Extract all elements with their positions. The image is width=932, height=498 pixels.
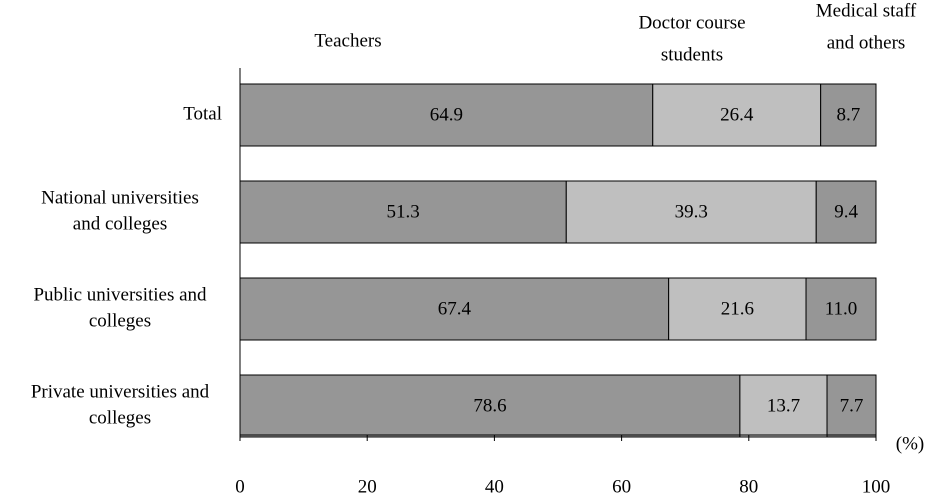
bar-segment (815, 180, 877, 244)
legend-entry: Doctor course (638, 12, 745, 33)
bar-segment (805, 277, 877, 341)
category-label: colleges (89, 407, 151, 428)
data-label: 67.4 (438, 298, 472, 319)
legend-entry: Medical staff (816, 0, 917, 21)
data-label: 64.9 (430, 104, 463, 125)
legend-entry: Teachers (314, 30, 381, 51)
bar-row: 64.9 26.4 8.7 (239, 83, 877, 147)
category-label: National universities (41, 187, 199, 208)
data-label: 8.7 (836, 104, 860, 125)
category-label: Public universities and (33, 284, 207, 305)
category-label: Total (183, 103, 222, 124)
data-label: 7.7 (840, 395, 864, 416)
legend-entry: students (661, 44, 723, 65)
legend-entry: and others (827, 32, 906, 53)
data-label: 13.7 (767, 395, 800, 416)
bar-segment (239, 83, 654, 147)
data-label: 11.0 (825, 298, 858, 319)
category-labels: Total National universities and colleges Pu… (31, 103, 222, 428)
x-unit-label: (%) (896, 433, 924, 454)
data-label: 21.6 (721, 298, 754, 319)
category-label: and colleges (73, 213, 167, 234)
x-axis: 0 20 40 60 80 100 (%) (235, 68, 924, 497)
category-label: Private universities and (31, 381, 210, 402)
data-label: 51.3 (387, 201, 420, 222)
x-tick-label: 100 (862, 476, 891, 497)
legend: Teachers Doctor course students Medical sta… (314, 0, 916, 65)
bar-segment (565, 180, 817, 244)
bar-row: 51.3 39.3 9.4 (239, 180, 877, 244)
category-label: colleges (89, 310, 151, 331)
bars: 64.9 26.4 8.7 51.3 39.3 9.4 67.4 21.6 11.0 78.6 13… (239, 83, 877, 438)
bar-segment (239, 180, 567, 244)
x-tick-label: 80 (739, 476, 758, 497)
bar-segment (239, 374, 741, 438)
x-tick-label: 0 (235, 476, 245, 497)
data-label: 9.4 (834, 201, 858, 222)
data-label: 39.3 (675, 201, 708, 222)
bar-row: 78.6 13.7 7.7 (239, 374, 877, 438)
x-tick-label: 40 (485, 476, 504, 497)
bar-segment (239, 277, 670, 341)
bar-segment (668, 277, 807, 341)
data-label: 26.4 (720, 104, 754, 125)
bar-segment (826, 374, 877, 438)
data-label: 78.6 (473, 395, 506, 416)
bar-segment (652, 83, 822, 147)
x-tick-label: 60 (612, 476, 631, 497)
x-tick-label: 20 (358, 476, 377, 497)
bar-row: 67.4 21.6 11.0 (239, 277, 877, 341)
bar-segment (820, 83, 877, 147)
